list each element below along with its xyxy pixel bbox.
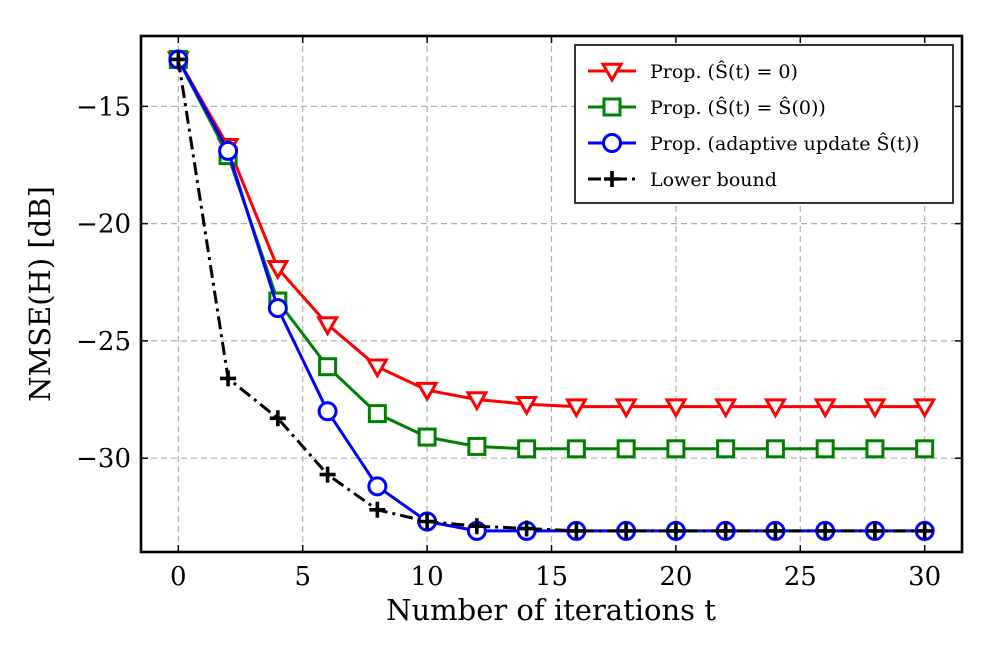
data-point (566, 439, 586, 459)
legend-entry: Lower bound (588, 169, 777, 191)
data-point (568, 522, 585, 539)
legend-entry: Prop. (adaptive update Ŝ(t)) (588, 132, 919, 155)
series-line (176, 59, 925, 533)
series-line (176, 58, 925, 451)
legend-label: Prop. (Ŝ(t) = 0) (650, 60, 798, 83)
data-point (767, 522, 784, 539)
data-point (367, 476, 388, 497)
legend-marker (602, 133, 622, 153)
data-point (667, 522, 684, 539)
legend-marker (604, 171, 620, 187)
data-point (367, 404, 387, 424)
legend-entry: Prop. (Ŝ(t) = Ŝ(0)) (588, 96, 826, 119)
data-point (913, 398, 937, 419)
data-point (666, 439, 686, 459)
y-tick-label: −30 (76, 444, 131, 474)
data-point (716, 439, 736, 459)
data-point (266, 259, 290, 281)
data-point (269, 410, 286, 427)
data-point (419, 513, 436, 530)
x-tick-label: 20 (659, 562, 692, 592)
data-point (863, 398, 887, 419)
x-tick-label: 10 (411, 562, 444, 592)
data-point (664, 398, 688, 419)
data-point (468, 518, 485, 535)
data-point (518, 520, 535, 537)
x-tick-label: 15 (535, 562, 568, 592)
data-point (365, 358, 389, 379)
data-point (765, 439, 785, 459)
data-point (465, 391, 489, 412)
y-tick-label: −25 (76, 327, 131, 357)
legend: Prop. (Ŝ(t) = 0) Prop. (Ŝ(t) = Ŝ(0)) Prop.… (574, 44, 954, 204)
data-point (170, 51, 187, 68)
data-point (564, 398, 588, 419)
data-point (714, 398, 738, 419)
data-point (717, 522, 734, 539)
series-line (176, 58, 925, 409)
y-tick-label: −15 (76, 92, 131, 122)
x-tick-label: 30 (908, 562, 941, 592)
data-point (467, 436, 487, 456)
x-axis-title: Number of iterations t (386, 593, 716, 627)
y-axis-title: NMSE(H) [dB] (23, 186, 57, 402)
data-point (614, 398, 638, 419)
x-tick-label: 5 (294, 562, 311, 592)
legend-box (574, 44, 954, 204)
data-point (319, 466, 336, 483)
data-point (218, 140, 239, 161)
data-point (517, 439, 537, 459)
data-point (267, 298, 288, 319)
data-point (915, 439, 935, 459)
legend-marker (600, 62, 624, 84)
data-point (515, 395, 539, 417)
legend-marker (602, 97, 622, 117)
data-point (817, 522, 834, 539)
data-point (318, 357, 338, 377)
axis-ticks: 0 5 10 15 20 25 30 −15 −20 −25 −30 (76, 36, 962, 592)
data-point (417, 427, 437, 447)
data-point (616, 439, 636, 459)
legend-label: Lower bound (650, 169, 777, 191)
data-point (916, 522, 933, 539)
data-point (813, 398, 837, 419)
data-point (415, 381, 439, 403)
y-tick-label: −20 (76, 210, 131, 240)
legend-label: Prop. (Ŝ(t) = Ŝ(0)) (650, 96, 826, 119)
data-point (317, 401, 338, 422)
data-point (866, 522, 883, 539)
data-point (220, 370, 237, 387)
data-point (618, 522, 635, 539)
data-point (763, 398, 787, 419)
legend-entry: Prop. (Ŝ(t) = 0) (588, 60, 798, 84)
series-area (166, 49, 937, 541)
data-point (369, 501, 386, 518)
series-4 (170, 51, 933, 539)
legend-label: Prop. (adaptive update Ŝ(t)) (650, 132, 919, 155)
data-point (865, 439, 885, 459)
x-tick-label: 0 (170, 562, 187, 592)
data-point (316, 316, 340, 337)
x-tick-label: 25 (784, 562, 817, 592)
data-point (815, 439, 835, 459)
